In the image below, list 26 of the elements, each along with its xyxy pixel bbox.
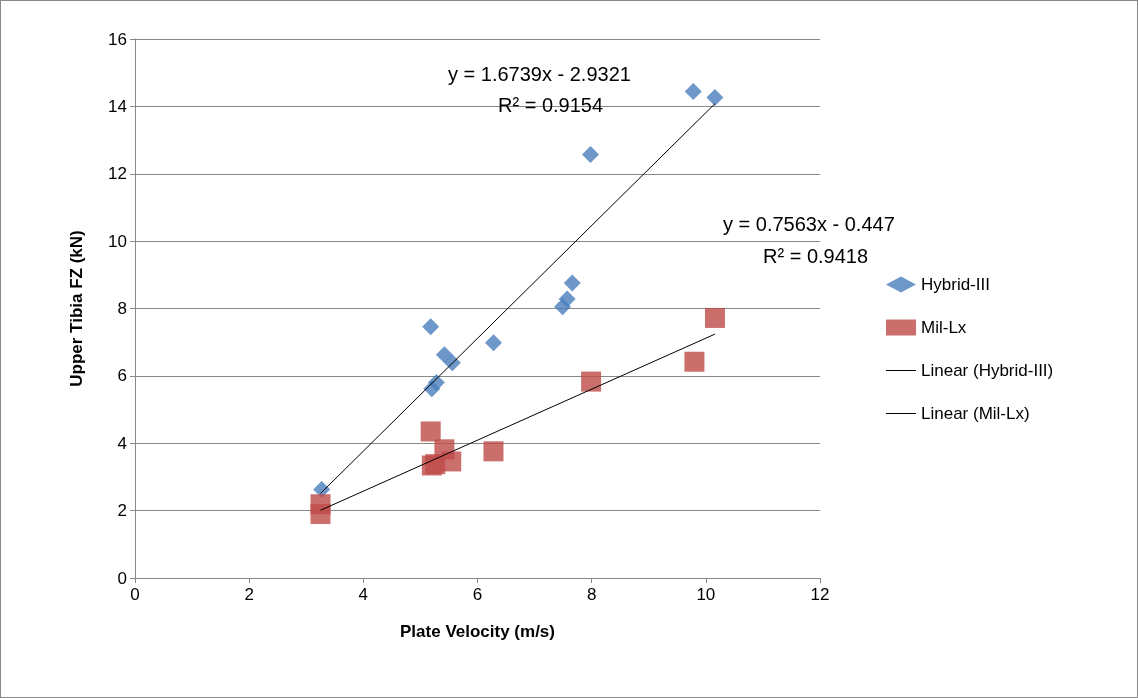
x-tick-label: 0 [130, 585, 140, 604]
x-tick-label: 2 [244, 585, 254, 604]
x-tick-label: 8 [586, 585, 597, 604]
annotation: y = 0.7563x - 0.447 [723, 213, 895, 235]
y-tick-label: 8 [117, 299, 127, 318]
annotation: R² = 0.9154 [498, 94, 604, 116]
y-tick-label: 12 [108, 164, 127, 184]
x-axis-title: Plate Velocity (m/s) [400, 622, 555, 641]
y-tick-label: 0 [117, 568, 127, 588]
y-tick-label: 4 [117, 433, 127, 453]
annotation: y = 1.6739x - 2.9321 [448, 63, 631, 85]
x-tick-label: 12 [810, 585, 830, 604]
legend-label: Hybrid-III [921, 275, 990, 294]
legend-label: Mil-Lx [921, 318, 967, 337]
x-tick-label: 4 [358, 585, 369, 604]
annotation: R² = 0.9418 [763, 245, 869, 267]
legend-label: Linear (Mil-Lx) [921, 404, 1030, 423]
x-tick-label: 6 [472, 585, 483, 604]
y-tick-label: 6 [117, 366, 127, 386]
y-tick-label: 16 [108, 29, 127, 49]
legend-label: Linear (Hybrid-III) [921, 361, 1054, 380]
y-tick-label: 2 [117, 501, 127, 521]
y-tick-label: 14 [108, 96, 127, 116]
y-axis-title: Upper Tibia FZ (kN) [67, 230, 86, 387]
y-tick-label: 10 [108, 231, 127, 251]
x-tick-label: 10 [696, 585, 716, 604]
